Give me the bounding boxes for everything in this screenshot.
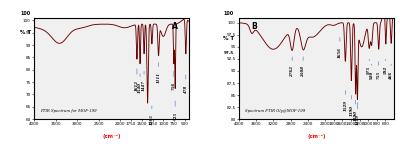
- Text: (cm⁻¹): (cm⁻¹): [102, 134, 121, 139]
- Text: 725: 725: [173, 101, 177, 120]
- Text: 97.5: 97.5: [223, 51, 234, 55]
- Text: 1111: 1111: [156, 63, 160, 83]
- Text: 2508: 2508: [301, 57, 305, 77]
- Text: 1390: 1390: [349, 96, 353, 116]
- Text: 1290: 1290: [354, 100, 358, 121]
- Text: 2762: 2762: [290, 57, 294, 77]
- Text: % T: % T: [20, 30, 31, 35]
- Text: 100: 100: [223, 11, 234, 16]
- Text: 1656: 1656: [338, 38, 342, 58]
- Text: % T: % T: [223, 36, 234, 41]
- Text: Spectrum FTIR Gly@MOF-199: Spectrum FTIR Gly@MOF-199: [245, 109, 305, 113]
- Text: 1447: 1447: [142, 71, 146, 91]
- Text: 756: 756: [172, 71, 176, 90]
- Text: FTIR Spectrum for MOF-199: FTIR Spectrum for MOF-199: [40, 109, 97, 113]
- Text: A: A: [172, 22, 178, 31]
- Text: 592: 592: [384, 59, 388, 74]
- Text: 478: 478: [184, 75, 188, 93]
- Text: 1529: 1529: [343, 91, 347, 111]
- Text: 466: 466: [389, 64, 393, 79]
- Text: 1612: 1612: [135, 69, 139, 91]
- Text: (cm⁻¹): (cm⁻¹): [307, 134, 326, 139]
- Text: 1265: 1265: [150, 106, 154, 125]
- Text: 975: 975: [367, 59, 371, 74]
- Text: 755: 755: [377, 62, 381, 79]
- Text: 100: 100: [20, 11, 30, 16]
- Text: B: B: [251, 22, 257, 31]
- Text: 1249: 1249: [356, 103, 360, 125]
- Text: 1540: 1540: [138, 74, 142, 93]
- Text: 920: 920: [370, 64, 374, 79]
